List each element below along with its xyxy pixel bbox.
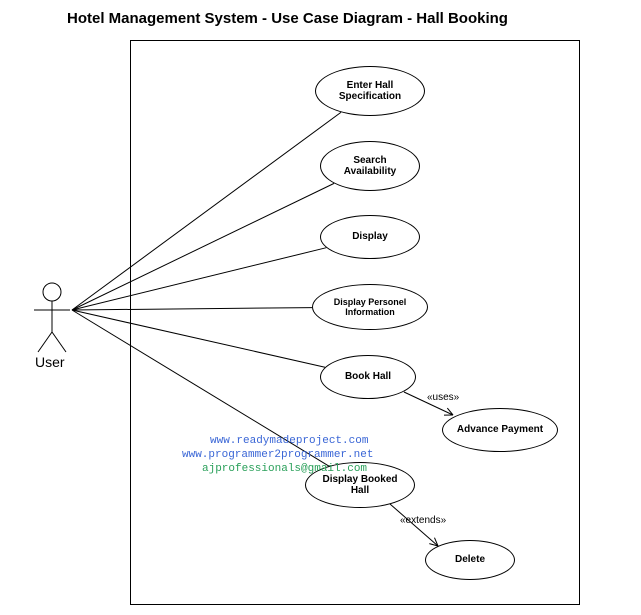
diagram-canvas: Hotel Management System - Use Case Diagr… — [0, 0, 641, 615]
usecase-label: Advance Payment — [457, 424, 543, 436]
watermark-line-2: ajprofessionals@gmail.com — [202, 463, 367, 475]
usecase-label: Display Personel Information — [334, 297, 407, 318]
usecase-search-availability: Search Availability — [320, 141, 420, 191]
usecase-label: Display — [352, 231, 388, 243]
usecase-label: Delete — [455, 554, 485, 566]
stereotype-label: «uses» — [427, 392, 459, 403]
usecase-book-hall: Book Hall — [320, 355, 416, 399]
actor-label: User — [35, 354, 65, 370]
stereotype-label: «extends» — [400, 515, 446, 526]
usecase-enter-hall-spec: Enter Hall Specification — [315, 66, 425, 116]
usecase-advance-payment: Advance Payment — [442, 408, 558, 452]
watermark-line-0: www.readymadeproject.com — [210, 435, 368, 447]
usecase-label: Search Availability — [344, 155, 396, 178]
usecase-label: Enter Hall Specification — [339, 80, 401, 103]
usecase-display: Display — [320, 215, 420, 259]
usecase-label: Display Booked Hall — [322, 474, 397, 497]
watermark-line-1: www.programmer2programmer.net — [182, 449, 373, 461]
usecase-delete: Delete — [425, 540, 515, 580]
usecase-label: Book Hall — [345, 371, 391, 383]
usecase-display-personel: Display Personel Information — [312, 284, 428, 330]
